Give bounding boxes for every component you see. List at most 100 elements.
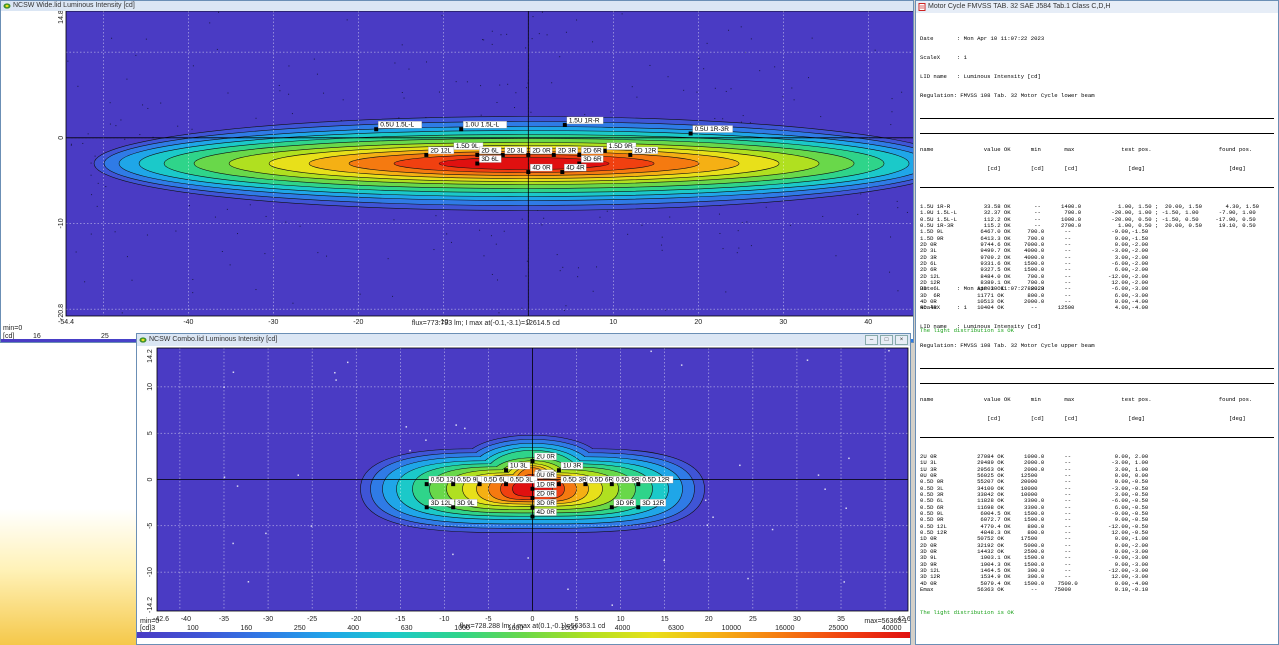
noise-speck	[264, 253, 266, 255]
noise-speck	[808, 77, 810, 79]
document-icon	[918, 3, 926, 11]
measure-point[interactable]	[628, 152, 633, 157]
measure-point[interactable]	[602, 148, 607, 153]
combo-isoline-chart[interactable]: -42.6 -40 -35 -30 -25 -20 -15 -10 -5 0 5 10 15 20 25 30…	[137, 346, 911, 629]
report-1-row: 1.5U 1R-R 33.58 OK -- 1400.0 1.00, 1.50 …	[920, 202, 1260, 210]
noise-speck	[483, 255, 485, 257]
noise-speck	[728, 29, 730, 31]
point-label: 2D 6R	[583, 147, 602, 154]
measure-point[interactable]	[577, 152, 582, 157]
measure-point[interactable]	[530, 514, 535, 519]
combo-plot-area[interactable]: -42.6 -40 -35 -30 -25 -20 -15 -10 -5 0 5 10 15 20 25 30…	[137, 346, 911, 629]
report-1-row: 2D 12R 8389.1 OK 700.0 -- 12.00,-2.00	[920, 279, 1149, 287]
report-2-separator	[920, 437, 1274, 439]
measure-point[interactable]	[526, 152, 531, 157]
measure-point[interactable]	[374, 127, 379, 132]
measure-point[interactable]	[562, 122, 567, 127]
report-2-row: 0.5D 9L 6004.5 OK 1500.0 -- -9.00,-0.50	[920, 510, 1149, 518]
noise-speck	[740, 121, 742, 123]
noise-speck	[483, 39, 485, 41]
noise-speck	[496, 279, 498, 281]
noise-speck	[232, 371, 235, 373]
report-window-titlebar[interactable]: Motor Cycle FMVSS TAB. 32 SAE J584 Tab.1…	[916, 1, 1278, 13]
measure-point[interactable]	[500, 152, 505, 157]
point-label: 2D 0R	[537, 491, 556, 498]
measure-point[interactable]	[636, 505, 641, 510]
noise-speck	[712, 516, 714, 518]
point-label-bg	[530, 146, 553, 155]
point-label: 0.5D 12R	[642, 477, 670, 484]
report-2-separator	[920, 382, 1274, 384]
noise-speck	[650, 350, 652, 353]
minimize-icon[interactable]: –	[865, 335, 878, 345]
report-window[interactable]: Motor Cycle FMVSS TAB. 32 SAE J584 Tab.1…	[915, 0, 1279, 645]
report-1-separator	[920, 187, 1274, 189]
point-label-bg	[504, 146, 527, 155]
measure-point[interactable]	[451, 505, 456, 510]
noise-speck	[175, 230, 177, 232]
wide-isoline-chart[interactable]: -54.4 -40 -30 -20 -10 0 10 20 30 40 14.8 0 -10 -20.8 f…	[1, 11, 914, 326]
measure-point[interactable]	[530, 458, 535, 463]
measure-point[interactable]	[504, 482, 509, 487]
y-tick-label: -10	[147, 567, 154, 577]
measure-point[interactable]	[530, 505, 535, 510]
wide-footer: flux=773.793 lm; I max at(-0.1,-3.1)=126…	[412, 320, 560, 326]
wide-window[interactable]: NCSW Wide.lid Luminous Intensity [cd] -5…	[0, 0, 914, 343]
measure-point[interactable]	[583, 482, 588, 487]
combo-cb-tick: 630	[400, 625, 413, 632]
noise-speck	[888, 349, 890, 352]
measure-point[interactable]	[504, 468, 509, 473]
noise-speck	[292, 302, 294, 304]
noise-speck	[496, 102, 498, 104]
noise-speck	[521, 218, 523, 220]
close-icon[interactable]: ×	[895, 335, 908, 345]
measure-point[interactable]	[551, 152, 556, 157]
noise-speck	[745, 51, 747, 53]
maximize-icon[interactable]: □	[880, 335, 893, 345]
measure-point[interactable]	[451, 482, 456, 487]
x-tick-label: -40	[183, 319, 193, 326]
measure-point[interactable]	[526, 170, 531, 175]
noise-speck	[599, 216, 601, 218]
measure-point[interactable]	[609, 505, 614, 510]
noise-speck	[126, 256, 128, 258]
point-label: 4D 4R	[566, 165, 585, 172]
measure-point[interactable]	[424, 482, 429, 487]
x-tick-label: -10	[438, 319, 448, 326]
measure-point[interactable]	[424, 152, 429, 157]
measure-point[interactable]	[424, 505, 429, 510]
noise-speck	[393, 219, 395, 221]
measure-point[interactable]	[688, 131, 693, 136]
measure-point[interactable]	[530, 486, 535, 491]
measure-point[interactable]	[459, 127, 464, 132]
noise-speck	[121, 312, 123, 314]
measure-point[interactable]	[636, 482, 641, 487]
combo-window[interactable]: NCSW Combo.lid Luminous Intensity [cd] –…	[136, 333, 911, 645]
measure-point[interactable]	[577, 161, 582, 166]
report-window-title: Motor Cycle FMVSS TAB. 32 SAE J584 Tab.1…	[928, 3, 1111, 10]
noise-speck	[120, 119, 122, 121]
noise-speck	[718, 213, 720, 215]
measure-point[interactable]	[556, 468, 561, 473]
combo-window-titlebar[interactable]: NCSW Combo.lid Luminous Intensity [cd] –…	[137, 334, 910, 346]
measure-point[interactable]	[475, 161, 480, 166]
noise-speck	[649, 64, 651, 66]
noise-speck	[774, 66, 776, 68]
wide-window-titlebar[interactable]: NCSW Wide.lid Luminous Intensity [cd]	[1, 1, 913, 11]
measure-point[interactable]	[475, 152, 480, 157]
measure-point[interactable]	[556, 482, 561, 487]
measure-point[interactable]	[477, 482, 482, 487]
combo-window-title: NCSW Combo.lid Luminous Intensity [cd]	[149, 336, 278, 343]
noise-speck	[746, 221, 748, 223]
noise-speck	[722, 118, 724, 120]
wide-plot-area[interactable]: -54.4 -40 -30 -20 -10 0 10 20 30 40 14.8 0 -10 -20.8 f…	[1, 11, 914, 326]
noise-speck	[426, 61, 428, 63]
measure-point[interactable]	[609, 482, 614, 487]
report-2-header-line: LID name : Luminous Intensity [cd]	[920, 322, 1041, 330]
measure-point[interactable]	[560, 170, 565, 175]
point-label-bg	[581, 146, 604, 155]
x-tick-label: 10	[609, 319, 617, 326]
measure-point[interactable]	[530, 496, 535, 501]
noise-speck	[592, 41, 594, 43]
x-tick-label: 35	[837, 616, 845, 623]
